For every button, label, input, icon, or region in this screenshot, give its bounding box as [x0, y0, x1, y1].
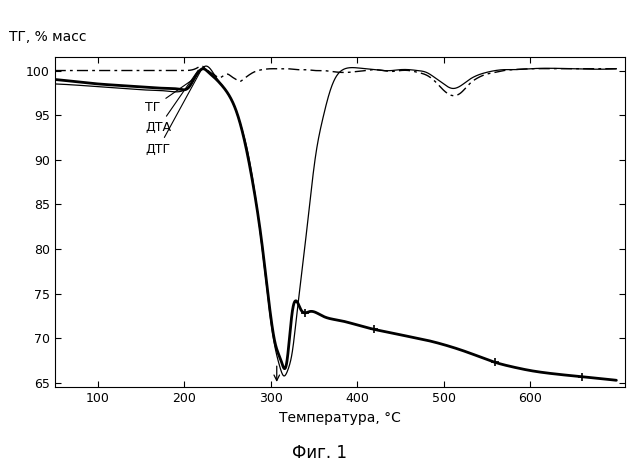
- X-axis label: Температура, °C: Температура, °C: [279, 411, 401, 425]
- Text: ДТГ: ДТГ: [145, 69, 202, 156]
- Text: ДТА: ДТА: [145, 70, 198, 134]
- Text: Фиг. 1: Фиг. 1: [292, 444, 348, 463]
- Text: ТГ: ТГ: [145, 79, 193, 114]
- Text: ТГ, % масс: ТГ, % масс: [9, 30, 86, 44]
